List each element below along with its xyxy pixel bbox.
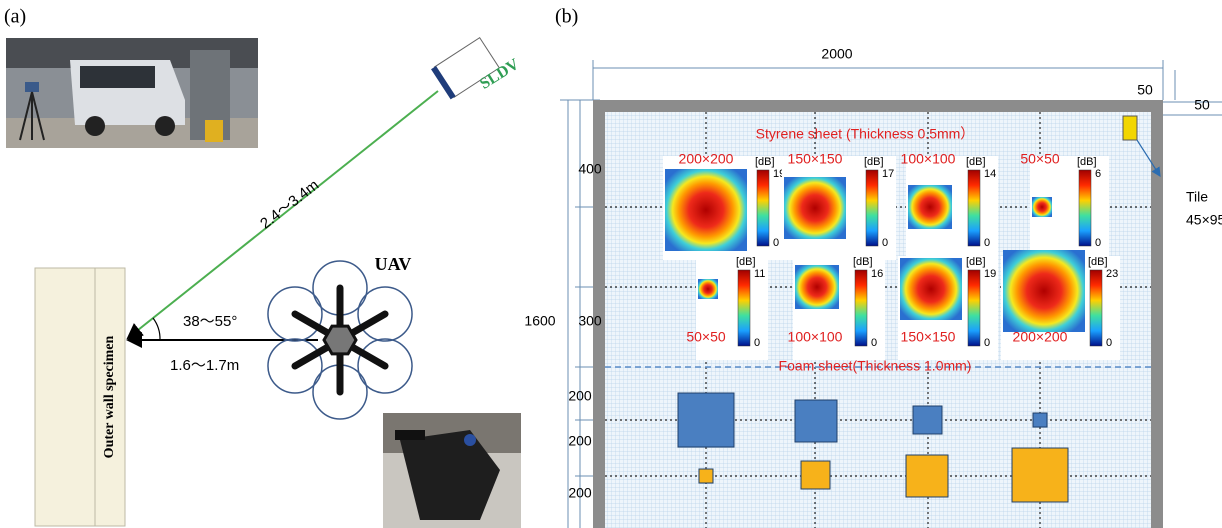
panel-label: (a): [4, 6, 26, 28]
distance-diagonal: 2.4～3.4m: [257, 177, 322, 233]
angle-label: 38～55°: [183, 313, 237, 330]
photo-van: [6, 38, 258, 148]
angle-arc: [153, 318, 160, 340]
heatmap: [908, 185, 952, 229]
specimen-label: Outer wall specimen: [102, 335, 117, 458]
colorbar-unit: [dB]: [755, 156, 775, 168]
colorbar-max: 6: [1095, 168, 1101, 180]
colorbar-min: 0: [984, 237, 990, 249]
panel-label: (b): [555, 6, 578, 28]
colorbar-min: 0: [1106, 337, 1112, 349]
size-label: 150×150: [788, 151, 843, 167]
photo-uav: [383, 413, 521, 528]
tile-label: Tile: [1186, 189, 1208, 205]
size-label: 50×50: [686, 329, 726, 345]
heatmap: [795, 265, 839, 309]
size-label: 100×100: [901, 151, 956, 167]
row-spacing: 400: [578, 161, 602, 177]
colorbar-min: 0: [871, 337, 877, 349]
heatmap: [1032, 197, 1052, 217]
colorbar: [757, 170, 769, 246]
colorbar-max: 14: [984, 168, 996, 180]
colorbar-unit: [dB]: [966, 156, 986, 168]
heatmap: [900, 258, 962, 320]
tile-size: 45×95: [1186, 212, 1222, 228]
colorbar: [866, 170, 878, 246]
colorbar-unit: [dB]: [736, 256, 756, 268]
colorbar-max: 23: [1106, 268, 1118, 280]
colorbar: [855, 270, 867, 346]
figure: (a) SLDV 2.4～3.4m 38～55° 1.6～1.7m Outer …: [0, 0, 1222, 528]
colorbar-min: 0: [882, 237, 888, 249]
colorbar-unit: [dB]: [1088, 256, 1108, 268]
colorbar-min: 0: [754, 337, 760, 349]
uav-label: UAV: [375, 254, 412, 274]
row-spacing: 200: [568, 485, 592, 501]
row-spacing: 300: [578, 313, 602, 329]
size-label: 100×100: [788, 329, 843, 345]
colorbar: [738, 270, 750, 346]
colorbar-unit: [dB]: [1077, 156, 1097, 168]
colorbar-unit: [dB]: [853, 256, 873, 268]
colorbar-max: 11: [754, 268, 765, 280]
size-label: 200×200: [679, 151, 734, 167]
colorbar-max: 16: [871, 268, 883, 280]
margin-x-label: 50: [1137, 82, 1153, 98]
colorbar-max: 17: [882, 168, 894, 180]
colorbar: [968, 270, 980, 346]
heatmap: [1003, 250, 1085, 332]
uav: [268, 261, 412, 419]
heatmap: [665, 169, 747, 251]
margin-y-label: 50: [1194, 97, 1210, 113]
size-label: 50×50: [1020, 151, 1060, 167]
size-label: 200×200: [1013, 329, 1068, 345]
colorbar-max: 19: [984, 268, 996, 280]
colorbar: [1090, 270, 1102, 346]
heatmap: [784, 177, 846, 239]
row-spacing: 200: [568, 388, 592, 404]
colorbar-min: 0: [1095, 237, 1101, 249]
height-label: 1600: [524, 313, 555, 329]
colorbar-unit: [dB]: [864, 156, 884, 168]
uav-body: [324, 326, 356, 354]
width-label: 2000: [821, 46, 852, 62]
colorbar: [1079, 170, 1091, 246]
colorbar-min: 0: [984, 337, 990, 349]
heatmap: [698, 279, 718, 299]
colorbar-min: 0: [773, 237, 779, 249]
foam-label: Foam sheet(Thickness 1.0mm): [779, 358, 972, 374]
colorbar: [968, 170, 980, 246]
styrene-label: Styrene sheet (Thickness 0.5mm）: [756, 126, 975, 142]
size-label: 150×150: [901, 329, 956, 345]
colorbar-unit: [dB]: [966, 256, 986, 268]
distance-horizontal: 1.6～1.7m: [170, 357, 239, 374]
row-spacing: 200: [568, 433, 592, 449]
